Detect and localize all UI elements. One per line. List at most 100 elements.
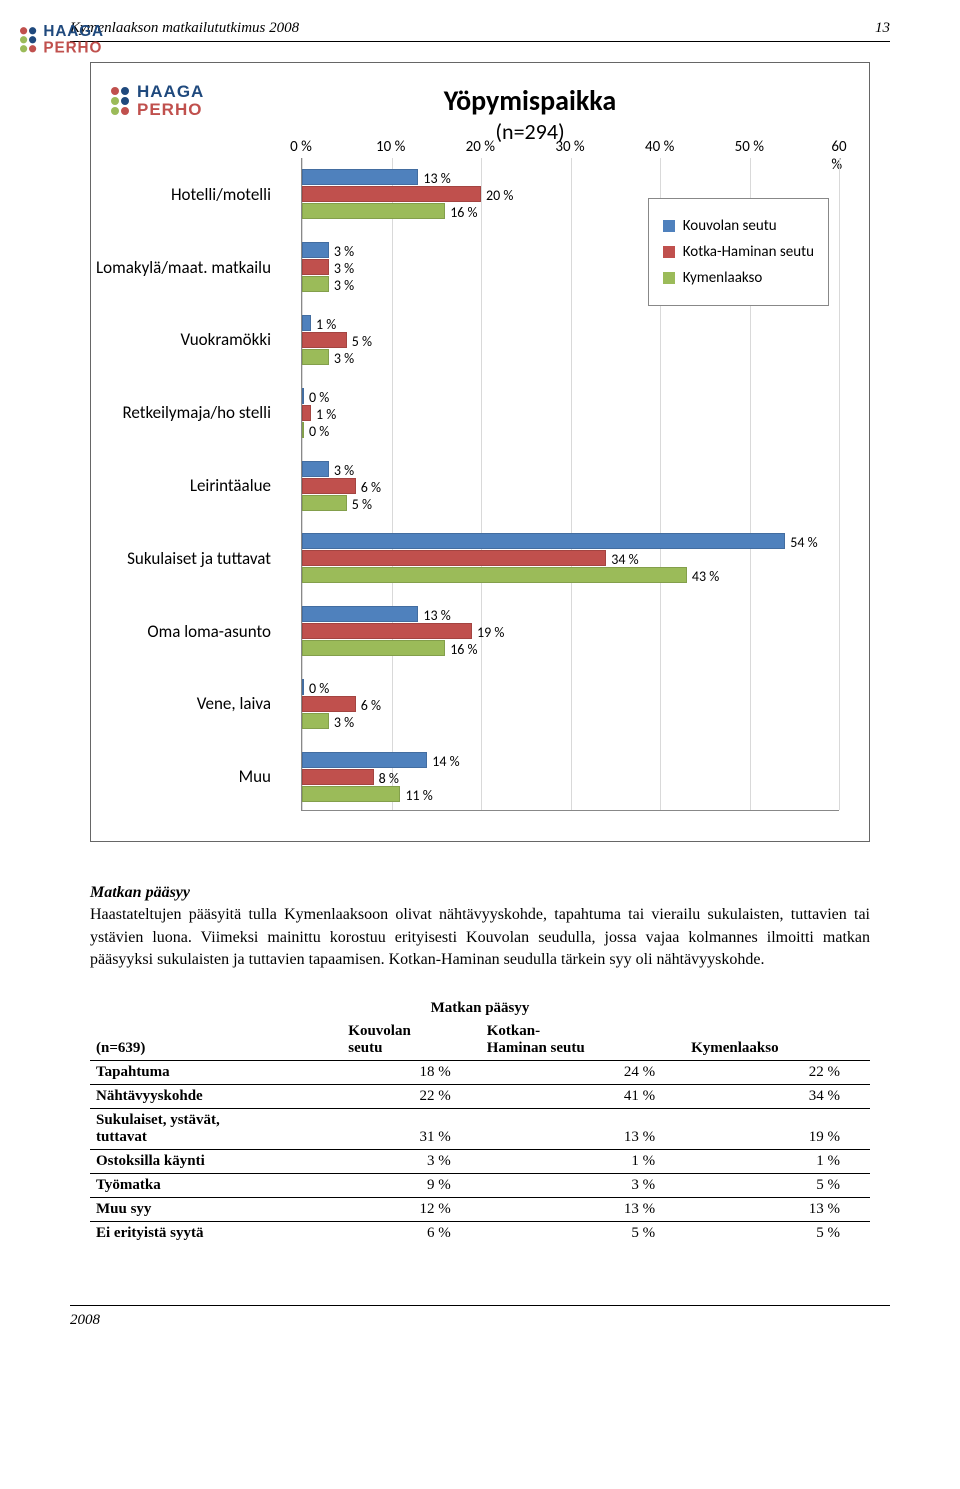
- chart-bar: 16 %: [302, 203, 445, 219]
- bar-group: 14 %8 %11 %: [302, 752, 839, 803]
- bar-value-label: 3 %: [328, 714, 354, 731]
- bar-group: 0 %6 % 3 %: [302, 679, 839, 730]
- column-header: Kymenlaakso: [685, 1020, 870, 1061]
- bar-value-label: 13 %: [417, 170, 450, 187]
- paragraph-heading: Matkan pääsyy: [90, 884, 190, 901]
- chart-title-block: Yöpymispaikka (n=294): [211, 83, 849, 145]
- axis-tick-label: 40 %: [645, 138, 674, 156]
- chart-bar: 19 %: [302, 623, 472, 639]
- column-header: Kotkan-Haminan seutu: [481, 1020, 685, 1061]
- axis-tick-label: 20 %: [466, 138, 495, 156]
- data-table: Matkan pääsyy(n=639)KouvolanseutuKotkan-…: [90, 997, 870, 1245]
- table-cell: 5 %: [481, 1221, 685, 1245]
- axis-tick-label: 50 %: [735, 138, 764, 156]
- table-cell: 34 %: [685, 1084, 870, 1108]
- table-cell: 22 %: [342, 1084, 480, 1108]
- axis-tick-label: 0 %: [290, 138, 312, 156]
- bar-value-label: 54 %: [784, 534, 817, 551]
- bar-value-label: 16 %: [444, 641, 477, 658]
- logo-line2: PERHO: [137, 101, 204, 119]
- bar-value-label: 20 %: [480, 187, 513, 204]
- table-cell: 13 %: [481, 1197, 685, 1221]
- table-cell: 3 %: [481, 1173, 685, 1197]
- bar-value-label: 1 %: [310, 316, 336, 333]
- bar-value-label: 8 %: [373, 770, 399, 787]
- row-label: Muu syy: [90, 1197, 342, 1221]
- table-cell: 1 %: [685, 1149, 870, 1173]
- logo-line2: PERHO: [43, 40, 104, 56]
- header-title: Kymenlaakson matkailututkimus 2008: [70, 20, 299, 37]
- bar-value-label: 0 %: [303, 389, 329, 406]
- chart-bar: 6 %: [302, 696, 356, 712]
- bar-value-label: 5 %: [346, 496, 372, 513]
- legend-label: Kymenlaakso: [683, 269, 763, 287]
- chart-bar: 0 %: [302, 388, 304, 404]
- bar-value-label: 3 %: [328, 350, 354, 367]
- bar-value-label: 1 %: [310, 406, 336, 423]
- header-divider: [70, 41, 890, 42]
- logo-icon: [20, 27, 36, 52]
- logo-line1: HAAGA: [137, 83, 204, 101]
- table-cell: 31 %: [342, 1108, 480, 1149]
- chart-bar: 0 %: [302, 422, 304, 438]
- chart-bar: 3 %: [302, 242, 329, 258]
- category-label: Oma loma-asunto: [91, 607, 286, 655]
- row-label: Tapahtuma: [90, 1060, 342, 1084]
- axis-tick-label: 10 %: [376, 138, 405, 156]
- page-header: Kymenlaakson matkailututkimus 2008 13: [70, 20, 890, 41]
- chart-bar: 3 %: [302, 276, 329, 292]
- bar-value-label: 19 %: [471, 624, 504, 641]
- category-label: Retkeilymaja/ho stelli: [91, 389, 286, 437]
- bar-value-label: 11 %: [399, 787, 432, 804]
- category-label: Muu: [91, 753, 286, 801]
- table-cell: 24 %: [481, 1060, 685, 1084]
- row-label: Ei erityistä syytä: [90, 1221, 342, 1245]
- logo-icon: [111, 87, 129, 115]
- row-label: Työmatka: [90, 1173, 342, 1197]
- chart-bar: 5 %: [302, 332, 347, 348]
- bar-group: 0 %1 %0 %: [302, 388, 839, 439]
- table-title: Matkan pääsyy: [90, 997, 870, 1020]
- chart-bar: 5 %: [302, 495, 347, 511]
- chart-bar: 3 %: [302, 259, 329, 275]
- legend-label: Kotka-Haminan seutu: [683, 243, 814, 261]
- table-cell: 13 %: [685, 1197, 870, 1221]
- chart-bar: 13 %: [302, 169, 418, 185]
- chart-bar: 34 %: [302, 550, 606, 566]
- bar-value-label: 3 %: [328, 462, 354, 479]
- table-cell: 5 %: [685, 1221, 870, 1245]
- logo-line1: HAAGA: [43, 24, 104, 40]
- chart-bar: 1 %: [302, 315, 311, 331]
- column-header: Kouvolanseutu: [342, 1020, 480, 1061]
- table-cell: 22 %: [685, 1060, 870, 1084]
- chart-legend: Kouvolan seutu Kotka-Haminan seutu Kymenla…: [648, 198, 829, 306]
- chart-bar: 6 %: [302, 478, 356, 494]
- page-number: 13: [875, 20, 890, 37]
- chart-bar: 8 %: [302, 769, 374, 785]
- footer-year: 2008: [70, 1312, 100, 1329]
- category-label: Vuokramökki: [91, 316, 286, 364]
- table-n-label: (n=639): [90, 1020, 342, 1061]
- table-cell: 19 %: [685, 1108, 870, 1149]
- bar-value-label: 0 %: [303, 680, 329, 697]
- chart-bar: 1 %: [302, 405, 311, 421]
- chart-bar: 43 %: [302, 567, 687, 583]
- bar-value-label: 13 %: [417, 607, 450, 624]
- chart-bar: 3 %: [302, 349, 329, 365]
- table-cell: 1 %: [481, 1149, 685, 1173]
- chart-bar: 13 %: [302, 606, 418, 622]
- row-label: Sukulaiset, ystävät,tuttavat: [90, 1108, 342, 1149]
- legend-item: Kotka-Haminan seutu: [663, 243, 814, 261]
- legend-label: Kouvolan seutu: [683, 217, 777, 235]
- row-label: Ostoksilla käynti: [90, 1149, 342, 1173]
- row-label: Nähtävyyskohde: [90, 1084, 342, 1108]
- bar-value-label: 14 %: [426, 753, 459, 770]
- table-cell: 41 %: [481, 1084, 685, 1108]
- chart-title: Yöpymispaikka: [211, 83, 849, 118]
- category-label: Sukulaiset ja tuttavat: [91, 534, 286, 582]
- table-cell: 9 %: [342, 1173, 480, 1197]
- bar-value-label: 6 %: [355, 479, 381, 496]
- chart-bar: 14 %: [302, 752, 427, 768]
- chart-bar: 11 %: [302, 786, 400, 802]
- bar-value-label: 16 %: [444, 204, 477, 221]
